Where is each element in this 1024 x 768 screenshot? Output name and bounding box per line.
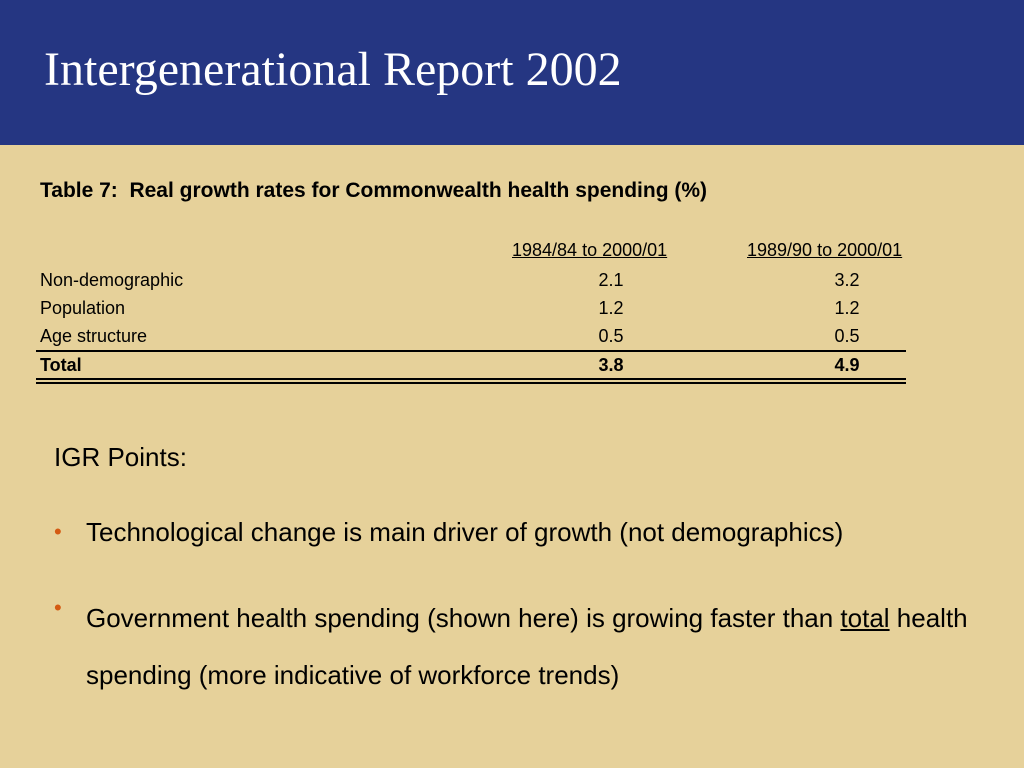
row-value: 3.2 — [834, 270, 860, 290]
total-value: 4.9 — [834, 355, 860, 375]
row-value: 1.2 — [598, 298, 624, 318]
row-label: Age structure — [40, 326, 148, 346]
table-rule-top — [36, 350, 906, 352]
points-heading: IGR Points: — [54, 442, 187, 472]
row-value: 2.1 — [598, 270, 624, 290]
table-rule-bottom — [36, 378, 906, 380]
underlined-word: total — [840, 603, 890, 633]
table-caption: Table 7: Real growth rates for Commonwea… — [40, 179, 708, 202]
table-total-row: Total 3.8 4.9 — [40, 351, 906, 379]
bullet-text: Technological change is main driver of g… — [86, 517, 844, 547]
table-row: Non-demographic 2.1 3.2 — [40, 266, 906, 294]
table-row: Age structure 0.5 0.5 — [40, 322, 906, 350]
title-banner: Intergenerational Report 2002 — [0, 0, 1024, 145]
bullet-dot-icon: • — [54, 595, 62, 620]
table-row: Population 1.2 1.2 — [40, 294, 906, 322]
total-value: 3.8 — [598, 355, 624, 375]
row-label: Non-demographic — [40, 270, 184, 290]
bullet-text: Government health spending (shown here) … — [86, 590, 976, 704]
row-value: 0.5 — [598, 326, 624, 346]
row-label: Population — [40, 298, 126, 318]
row-value: 1.2 — [834, 298, 860, 318]
bullet-point: • Government health spending (shown here… — [54, 590, 984, 690]
bullet-dot-icon: • — [54, 519, 62, 544]
column-header-1989-2000: 1989/90 to 2000/01 — [747, 240, 903, 260]
bullet-text-start: Government health spending (shown here) … — [86, 603, 841, 633]
row-value: 0.5 — [834, 326, 860, 346]
bullet-text-end: health spending (more indicative of work… — [86, 603, 968, 690]
slide-title: Intergenerational Report 2002 — [44, 43, 622, 96]
column-header-1984-2000: 1984/84 to 2000/01 — [512, 240, 668, 260]
total-label: Total — [40, 355, 82, 375]
bullet-point: • Technological change is main driver of… — [54, 514, 984, 554]
table-rule-bottom-double — [36, 382, 906, 384]
